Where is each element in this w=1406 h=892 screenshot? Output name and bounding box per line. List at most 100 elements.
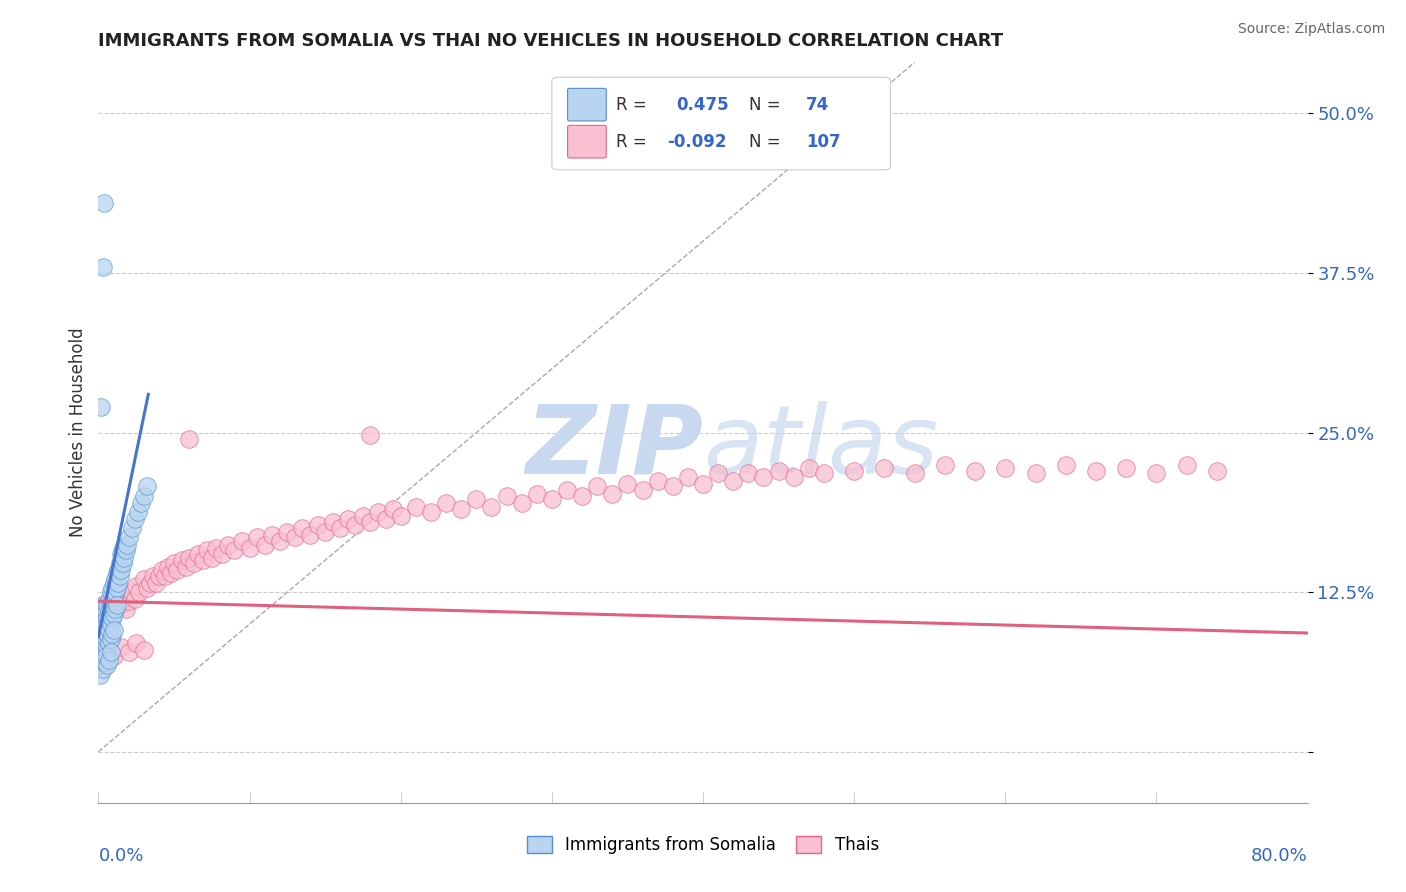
FancyBboxPatch shape — [568, 88, 606, 121]
Text: ZIP: ZIP — [524, 401, 703, 494]
Point — [170, 553, 193, 567]
Point — [262, 527, 284, 541]
Point — [336, 512, 359, 526]
Point — [813, 467, 835, 481]
Point — [94, 632, 117, 647]
Point — [692, 476, 714, 491]
Point — [904, 467, 927, 481]
Point — [201, 550, 224, 565]
Point — [100, 598, 122, 612]
Point — [103, 648, 125, 663]
Point — [91, 627, 114, 641]
Point — [111, 556, 134, 570]
Text: N =: N = — [749, 133, 780, 151]
Point — [94, 645, 117, 659]
Point — [112, 550, 135, 565]
Point — [101, 611, 124, 625]
Point — [135, 479, 157, 493]
Text: N =: N = — [749, 95, 780, 113]
Point — [217, 538, 239, 552]
Point — [94, 648, 117, 663]
Point — [98, 604, 121, 618]
Point — [707, 467, 730, 481]
Point — [797, 461, 820, 475]
Point — [104, 601, 127, 615]
Point — [114, 543, 136, 558]
Point — [96, 640, 118, 654]
Point — [98, 591, 121, 606]
Point — [98, 653, 121, 667]
Point — [114, 601, 136, 615]
Point — [382, 502, 405, 516]
Point — [108, 568, 131, 582]
Point — [586, 479, 609, 493]
Point — [107, 564, 129, 578]
FancyBboxPatch shape — [568, 126, 606, 158]
Point — [291, 521, 314, 535]
Point — [269, 534, 291, 549]
Point — [156, 559, 179, 574]
Point — [526, 487, 548, 501]
Point — [481, 500, 503, 514]
Point — [101, 582, 124, 596]
Point — [571, 490, 593, 504]
Point — [344, 517, 367, 532]
Point — [676, 470, 699, 484]
Point — [153, 568, 176, 582]
Point — [307, 517, 329, 532]
Point — [163, 556, 186, 570]
Point — [125, 579, 148, 593]
Point — [94, 604, 117, 618]
Point — [98, 636, 121, 650]
Text: 74: 74 — [806, 95, 830, 113]
Point — [191, 553, 214, 567]
Point — [93, 656, 115, 670]
Point — [367, 505, 389, 519]
Point — [965, 464, 987, 478]
Point — [128, 585, 150, 599]
Point — [90, 632, 112, 647]
Point — [98, 624, 121, 638]
Point — [121, 521, 143, 535]
Point — [723, 474, 745, 488]
Point — [94, 617, 117, 632]
Point — [90, 645, 112, 659]
Point — [148, 568, 170, 582]
Point — [104, 573, 127, 587]
Point — [93, 653, 115, 667]
Point — [110, 564, 132, 578]
Point — [91, 617, 114, 632]
Point — [616, 476, 638, 491]
Text: Source: ZipAtlas.com: Source: ZipAtlas.com — [1237, 22, 1385, 37]
Point — [105, 566, 128, 580]
Point — [179, 432, 201, 446]
Point — [90, 653, 112, 667]
Point — [118, 645, 141, 659]
Point — [121, 585, 143, 599]
Point — [450, 502, 472, 516]
Point — [187, 547, 209, 561]
Point — [239, 541, 262, 555]
Point — [91, 656, 114, 670]
Point — [103, 607, 125, 621]
Point — [103, 589, 125, 603]
Point — [1024, 467, 1046, 481]
Y-axis label: No Vehicles in Household: No Vehicles in Household — [69, 327, 87, 538]
Point — [107, 576, 129, 591]
Point — [405, 500, 427, 514]
Point — [768, 464, 790, 478]
Point — [284, 530, 307, 544]
Point — [93, 195, 115, 210]
Point — [103, 624, 125, 638]
Point — [118, 530, 141, 544]
Point — [752, 470, 775, 484]
Point — [374, 512, 396, 526]
Point — [115, 538, 138, 552]
Point — [101, 607, 124, 621]
Point — [352, 508, 374, 523]
Point — [89, 668, 111, 682]
Point — [873, 461, 896, 475]
Point — [631, 483, 654, 497]
Point — [135, 582, 157, 596]
Point — [783, 470, 806, 484]
